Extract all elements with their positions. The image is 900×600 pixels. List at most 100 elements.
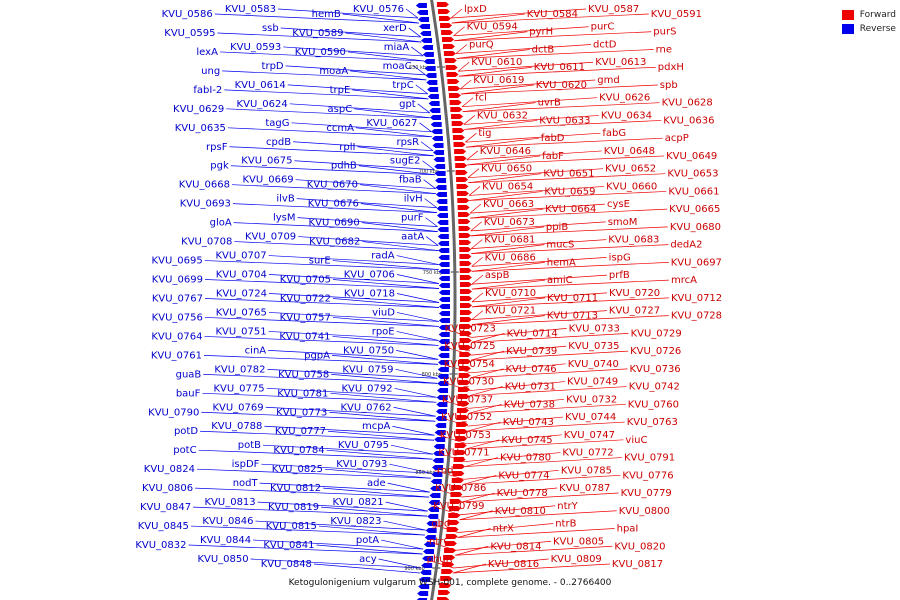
reverse-gene-arrow[interactable] [438,248,450,253]
forward-gene-label[interactable]: spb [660,80,678,91]
forward-gene-arrow[interactable] [446,527,459,532]
forward-gene-arrow[interactable] [454,450,467,455]
reverse-gene-label[interactable]: KVU_0593 [230,42,281,53]
forward-gene-label[interactable]: KVU_0680 [670,222,721,233]
reverse-gene-label[interactable]: rpsF [206,142,228,153]
reverse-gene-label[interactable]: cinA [245,345,267,356]
forward-gene-label[interactable]: KVU_0697 [671,257,722,268]
forward-gene-label[interactable]: KVU_0730 [443,377,494,388]
reverse-gene-label[interactable]: hemB [312,9,341,20]
forward-gene-label[interactable]: fabF [542,151,564,162]
reverse-gene-label[interactable]: KVU_0682 [309,237,360,248]
reverse-gene-arrow[interactable] [425,528,437,533]
reverse-gene-label[interactable]: KVU_0589 [292,28,343,39]
forward-gene-arrow[interactable] [453,457,466,462]
forward-gene-label[interactable]: KVU_0712 [671,293,722,304]
reverse-gene-arrow[interactable] [423,59,435,64]
forward-gene-arrow[interactable] [454,156,467,161]
reverse-gene-arrow[interactable] [437,374,449,379]
forward-gene-arrow[interactable] [450,107,463,112]
forward-gene-label[interactable]: ntrY [557,501,578,512]
forward-gene-label[interactable]: KVU_0742 [629,382,680,393]
reverse-gene-label[interactable]: tagG [265,118,289,129]
reverse-gene-label[interactable]: KVU_0718 [344,288,395,299]
reverse-gene-label[interactable]: KVU_0782 [214,364,265,375]
reverse-gene-arrow[interactable] [435,416,447,421]
forward-gene-label[interactable]: ispG [609,252,631,263]
forward-gene-arrow[interactable] [459,240,472,245]
reverse-gene-arrow[interactable] [438,269,450,274]
reverse-gene-arrow[interactable] [422,556,434,561]
forward-gene-label[interactable]: dctB [532,44,555,55]
reverse-gene-arrow[interactable] [433,150,445,155]
reverse-gene-label[interactable]: KVU_0762 [340,402,391,413]
forward-gene-arrow[interactable] [459,310,472,315]
forward-gene-label[interactable]: KVU_0723 [445,323,496,334]
reverse-gene-arrow[interactable] [418,17,430,22]
reverse-gene-label[interactable]: KVU_0825 [272,464,323,475]
forward-gene-label[interactable]: KVU_0720 [609,288,660,299]
forward-gene-label[interactable]: acpP [665,133,689,144]
legend-forward[interactable]: Forward [841,8,896,22]
reverse-gene-label[interactable]: surE [309,256,331,267]
reverse-gene-arrow[interactable] [438,339,450,344]
reverse-gene-arrow[interactable] [419,577,431,582]
reverse-gene-label[interactable]: moaC [383,61,412,72]
reverse-gene-label[interactable]: KVU_0670 [307,180,358,191]
forward-gene-label[interactable]: cysE [607,199,630,210]
reverse-gene-label[interactable]: KVU_0788 [211,421,262,432]
reverse-gene-arrow[interactable] [421,45,433,50]
forward-gene-arrow[interactable] [457,212,470,217]
reverse-gene-arrow[interactable] [436,395,448,400]
reverse-gene-label[interactable]: KVU_0793 [336,459,387,470]
forward-gene-label[interactable]: KVU_0737 [442,394,493,405]
forward-gene-arrow[interactable] [459,296,472,301]
reverse-gene-label[interactable]: pgpA [304,350,330,361]
forward-gene-arrow[interactable] [447,520,460,525]
forward-gene-label[interactable]: aspB [485,270,510,281]
reverse-gene-arrow[interactable] [426,521,438,526]
forward-gene-arrow[interactable] [450,492,463,497]
forward-gene-label[interactable]: mrcA [671,275,697,286]
forward-gene-label[interactable]: KVU_0681 [484,235,535,246]
forward-gene-arrow[interactable] [459,268,472,273]
reverse-gene-arrow[interactable] [415,3,427,8]
reverse-gene-label[interactable]: nodT [233,478,259,489]
forward-gene-label[interactable]: hemA [547,257,576,268]
reverse-gene-label[interactable]: KVU_0767 [152,293,203,304]
reverse-gene-label[interactable]: trpC [392,80,413,91]
reverse-gene-label[interactable]: KVU_0699 [152,275,203,286]
forward-gene-label[interactable]: dedA2 [670,240,702,251]
reverse-gene-label[interactable]: KVU_0821 [332,497,383,508]
reverse-gene-label[interactable]: KVU_0757 [280,312,331,323]
reverse-gene-arrow[interactable] [421,563,433,568]
reverse-gene-label[interactable]: aspC [328,104,353,115]
forward-gene-label[interactable]: purQ [469,39,494,50]
reverse-gene-arrow[interactable] [423,549,435,554]
reverse-gene-arrow[interactable] [437,367,449,372]
reverse-gene-label[interactable]: viuD [372,307,395,318]
forward-gene-arrow[interactable] [459,282,472,287]
reverse-gene-label[interactable]: aatA [401,232,424,243]
forward-gene-arrow[interactable] [459,338,472,343]
forward-gene-arrow[interactable] [453,142,466,147]
reverse-gene-arrow[interactable] [431,136,443,141]
reverse-gene-arrow[interactable] [431,472,443,477]
forward-gene-arrow[interactable] [441,569,454,574]
forward-gene-arrow[interactable] [438,590,451,595]
reverse-gene-arrow[interactable] [426,80,438,85]
reverse-gene-arrow[interactable] [427,514,439,519]
forward-gene-arrow[interactable] [453,464,466,469]
reverse-gene-label[interactable]: pgk [210,161,229,172]
reverse-gene-arrow[interactable] [438,325,450,330]
forward-gene-arrow[interactable] [456,184,469,189]
forward-gene-arrow[interactable] [448,86,461,91]
forward-gene-label[interactable]: KVU_0744 [565,412,616,423]
forward-gene-arrow[interactable] [459,247,472,252]
reverse-gene-label[interactable]: gloA [210,218,232,229]
reverse-gene-arrow[interactable] [418,584,430,589]
forward-gene-label[interactable]: viuC [625,435,647,446]
forward-gene-label[interactable]: KVU_0763 [627,417,678,428]
forward-gene-arrow[interactable] [446,72,459,77]
forward-gene-label[interactable]: KVU_0809 [551,554,602,565]
